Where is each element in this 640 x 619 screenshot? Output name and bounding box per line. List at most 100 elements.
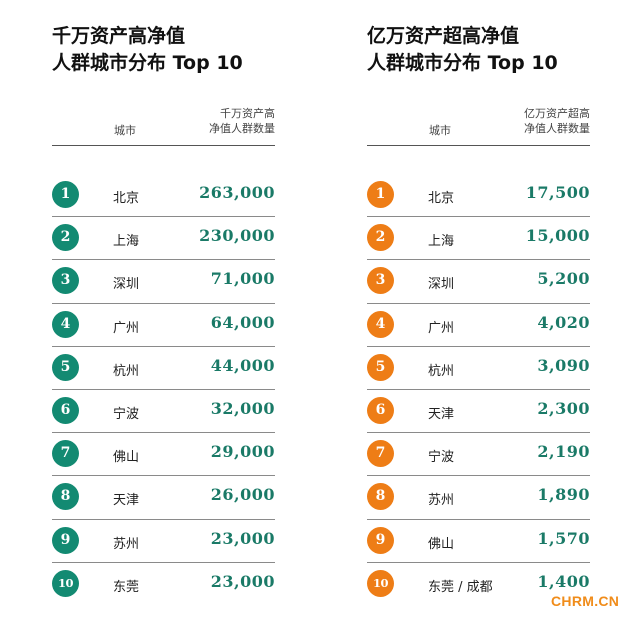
row-divider	[52, 432, 275, 434]
ranking-row: 5 杭州 44,000	[52, 347, 275, 390]
row-divider	[367, 432, 590, 434]
ranking-row: 1 北京 17,500	[367, 174, 590, 218]
population-count: 17,500	[525, 183, 590, 202]
row-divider	[52, 216, 275, 218]
population-count: 1,400	[537, 571, 590, 591]
row-divider	[52, 259, 275, 261]
rank-badge: 1	[52, 181, 79, 208]
ranking-row: 6 宁波 32,000	[52, 390, 275, 434]
city-name: 深圳	[113, 277, 140, 293]
column-header-count-line1: 千万资产高	[220, 107, 275, 120]
rank-badge: 9	[367, 526, 394, 554]
population-count: 2,190	[537, 442, 590, 462]
ranking-list: 1 北京 17,500 2 上海 15,000 3 深圳 5,200 4 广州 4,020 5 杭州 3,0…	[367, 174, 590, 606]
column-header-city: 城市	[114, 124, 136, 137]
ranking-row: 9 苏州 23,000	[52, 520, 275, 563]
ranking-row: 3 深圳 5,200	[367, 260, 590, 304]
population-count: 44,000	[210, 355, 275, 375]
city-name: 杭州	[113, 363, 140, 379]
city-name: 天津	[113, 493, 140, 509]
row-divider	[367, 216, 590, 218]
row-divider	[367, 302, 590, 304]
column-header-count: 亿万资产超高 净值人群数量	[524, 106, 590, 136]
ranking-row: 8 天津 26,000	[52, 476, 275, 520]
ranking-row: 10 东莞 23,000	[52, 563, 275, 606]
panel-title: 千万资产高净值 人群城市分布 Top 10	[52, 23, 282, 77]
ranking-list: 1 北京 263,000 2 上海 230,000 3 深圳 71,000 4 广州 64,000 5 杭…	[52, 174, 275, 606]
population-count: 23,000	[210, 571, 275, 591]
city-name: 苏州	[113, 536, 140, 552]
row-divider	[52, 561, 275, 563]
city-name: 宁波	[113, 406, 140, 422]
population-count: 15,000	[525, 226, 590, 246]
rank-badge: 6	[52, 396, 79, 424]
rank-badge: 5	[367, 353, 394, 381]
population-count: 2,300	[537, 398, 590, 418]
city-name: 北京	[428, 191, 455, 206]
rank-badge: 9	[52, 526, 79, 554]
ranking-row: 3 深圳 71,000	[52, 260, 275, 304]
population-count: 64,000	[210, 312, 275, 332]
panel-title-line1: 亿万资产超高净值	[367, 25, 520, 47]
rank-badge: 10	[52, 569, 79, 597]
city-name: 上海	[428, 234, 455, 250]
rank-badge: 7	[52, 440, 79, 468]
population-count: 5,200	[537, 269, 590, 289]
population-count: 4,020	[537, 312, 590, 332]
city-name: 佛山	[428, 536, 455, 552]
city-name: 佛山	[113, 450, 140, 466]
city-name: 东莞	[113, 579, 140, 595]
column-header-count-line2: 净值人群数量	[209, 122, 275, 135]
row-divider	[367, 345, 590, 347]
ranking-row: 2 上海 15,000	[367, 217, 590, 261]
population-count: 230,000	[199, 226, 275, 246]
city-name: 天津	[428, 406, 455, 422]
header-divider	[52, 145, 275, 146]
population-count: 1,570	[537, 528, 590, 548]
ranking-row: 4 广州 64,000	[52, 304, 275, 347]
rank-badge: 4	[52, 310, 79, 338]
ranking-row: 10 东莞 / 成都 1,400	[367, 563, 590, 606]
column-header-count: 千万资产高 净值人群数量	[209, 106, 275, 136]
city-name: 广州	[428, 320, 455, 336]
row-divider	[367, 388, 590, 390]
ranking-row: 7 佛山 29,000	[52, 433, 275, 477]
row-divider	[367, 475, 590, 477]
column-header-count-line1: 亿万资产超高	[524, 107, 590, 120]
rank-badge: 5	[52, 353, 79, 381]
row-divider	[52, 518, 275, 520]
row-divider	[367, 518, 590, 520]
row-divider	[367, 259, 590, 261]
rank-badge: 7	[367, 440, 394, 468]
ranking-row: 5 杭州 3,090	[367, 347, 590, 390]
city-name: 北京	[113, 191, 140, 206]
city-name: 上海	[113, 234, 140, 250]
rank-badge: 3	[52, 267, 79, 295]
city-name: 深圳	[428, 277, 455, 293]
population-count: 71,000	[210, 269, 275, 289]
watermark-logo: CHRM.CN	[551, 593, 620, 609]
rank-badge: 3	[367, 267, 394, 295]
ranking-row: 6 天津 2,300	[367, 390, 590, 434]
column-header: 城市 千万资产高 净值人群数量	[52, 104, 275, 144]
row-divider	[52, 345, 275, 347]
column-header: 城市 亿万资产超高 净值人群数量	[367, 104, 590, 144]
rank-badge: 8	[367, 483, 394, 511]
rank-badge: 2	[367, 224, 394, 252]
rank-badge: 6	[367, 396, 394, 424]
panel-title-line2: 人群城市分布 Top 10	[52, 52, 243, 74]
population-count: 23,000	[210, 528, 275, 548]
ranking-row: 4 广州 4,020	[367, 304, 590, 347]
city-name: 东莞 / 成都	[428, 579, 493, 595]
column-header-city: 城市	[429, 124, 451, 137]
panel-title-line1: 千万资产高净值	[52, 25, 186, 47]
panel-title: 亿万资产超高净值 人群城市分布 Top 10	[367, 23, 597, 77]
population-count: 1,890	[537, 485, 590, 505]
rank-badge: 1	[367, 181, 394, 208]
row-divider	[52, 388, 275, 390]
population-count: 263,000	[199, 183, 275, 202]
row-divider	[52, 475, 275, 477]
ranking-row: 9 佛山 1,570	[367, 520, 590, 563]
rank-badge: 10	[367, 569, 394, 597]
city-name: 宁波	[428, 450, 455, 466]
